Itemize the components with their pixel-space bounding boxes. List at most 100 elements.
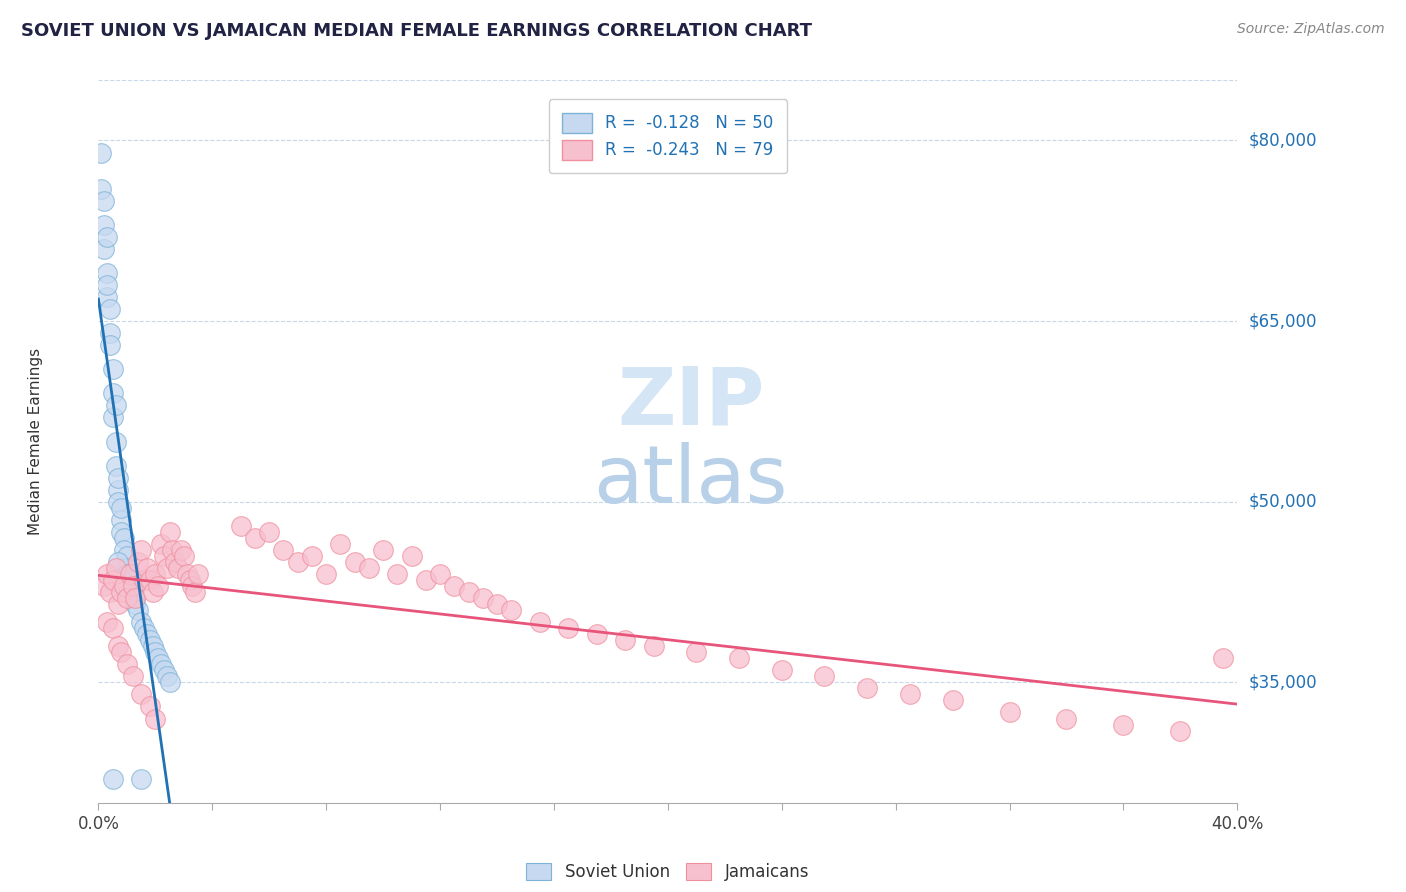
Text: $80,000: $80,000 [1249,131,1317,150]
Point [153,549,176,563]
Point [132,621,155,635]
Point [159,675,181,690]
Point [118,579,141,593]
Point [118,567,141,582]
Point [129,687,152,701]
Point [96,290,118,304]
Text: Source: ZipAtlas.com: Source: ZipAtlas.com [1237,22,1385,37]
Point [486,597,509,611]
Point [614,633,637,648]
Point [373,542,395,557]
Point [129,615,152,630]
Point [135,561,157,575]
Point [104,561,127,575]
Text: $35,000: $35,000 [1249,673,1317,691]
Point [124,597,146,611]
Point [115,657,138,672]
Text: SOVIET UNION VS JAMAICAN MEDIAN FEMALE EARNINGS CORRELATION CHART: SOVIET UNION VS JAMAICAN MEDIAN FEMALE E… [21,22,813,40]
Point [728,651,751,665]
Text: atlas: atlas [593,442,787,519]
Point [101,621,124,635]
Point [141,639,163,653]
Point [98,585,121,599]
Point [98,326,121,341]
Point [138,699,160,714]
Point [770,664,793,678]
Point [121,579,143,593]
Point [93,194,115,208]
Point [124,591,146,605]
Point [165,555,187,569]
Point [1170,723,1192,738]
Point [145,712,167,726]
Point [259,524,281,539]
Point [93,579,115,593]
Point [96,567,118,582]
Point [1112,717,1135,731]
Point [153,664,176,678]
Point [813,669,835,683]
Point [90,181,112,195]
Point [148,579,170,593]
Point [115,549,138,563]
Point [107,494,129,508]
Point [110,645,132,659]
Point [942,693,965,707]
Point [124,591,146,605]
Point [387,567,409,582]
Point [685,645,707,659]
Point [329,537,352,551]
Point [156,561,179,575]
Point [112,531,135,545]
Point [415,573,437,587]
Point [110,500,132,515]
Point [150,537,173,551]
Point [135,627,157,641]
Point [107,555,129,569]
Point [1212,651,1234,665]
Point [138,573,160,587]
Point [93,242,115,256]
Point [315,567,337,582]
Point [121,585,143,599]
Point [145,567,167,582]
Point [181,579,204,593]
Point [156,669,179,683]
Point [101,362,124,376]
Point [118,567,141,582]
Point [162,542,184,557]
Point [115,591,138,605]
Point [148,651,170,665]
Point [273,542,295,557]
Point [112,542,135,557]
Point [104,434,127,449]
Point [585,627,607,641]
Point [98,338,121,352]
Point [101,772,124,786]
Point [643,639,665,653]
Point [141,585,163,599]
Point [1056,712,1078,726]
Point [170,542,193,557]
Point [101,386,124,401]
Point [243,531,266,545]
Point [101,573,124,587]
Point [107,597,129,611]
Point [101,410,124,425]
Point [110,524,132,539]
Point [471,591,494,605]
Point [121,573,143,587]
Point [127,603,149,617]
Point [357,561,380,575]
Point [301,549,323,563]
Point [856,681,879,696]
Point [179,573,201,587]
Point [121,669,143,683]
Point [343,555,366,569]
Point [132,573,155,587]
Point [93,218,115,232]
Point [90,145,112,160]
Point [96,266,118,280]
Point [529,615,551,630]
Point [443,579,465,593]
